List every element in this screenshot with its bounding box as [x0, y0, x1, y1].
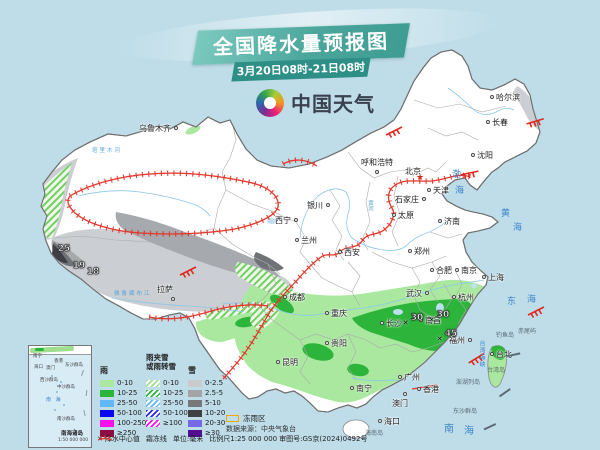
legend-row: 0-2.5 — [188, 378, 225, 388]
frost-line-legend: 霜冻线 — [97, 434, 167, 444]
inset-island-dot — [63, 404, 65, 406]
legend-swatch — [146, 389, 160, 397]
legend-label: ≥100 — [163, 419, 183, 427]
inset-boundary-dash — [83, 409, 86, 417]
legend-swatch — [188, 429, 202, 437]
legend-swatch — [188, 409, 202, 417]
center-value-label: 降水中心值 — [104, 435, 140, 443]
legend-label: 25-50 — [117, 399, 138, 407]
inset-label: 东沙群岛 — [65, 363, 83, 368]
legend-label: 20-30 — [205, 419, 226, 427]
inset-scale: 1:50 000 000 — [58, 438, 89, 443]
rivers — [77, 87, 515, 385]
coastal-front-line — [411, 384, 438, 390]
legend-row: 2.5-5 — [188, 388, 225, 398]
approval-number: 审图号:GS京(2024)0492号 — [279, 435, 368, 443]
legend-label: 5-10 — [205, 399, 221, 407]
legend-swatch — [188, 379, 202, 387]
legend-label: ≥250 — [117, 429, 137, 437]
legend-row: 100-250 — [100, 418, 146, 428]
legend-swatch — [146, 399, 160, 407]
legend-label: 25-50 — [163, 399, 184, 407]
legend-row: ≥30 — [188, 428, 225, 438]
legend-row: ≥100 — [146, 418, 188, 428]
legend-label: 50-100 — [163, 409, 188, 417]
taiwan-north-rain — [491, 345, 506, 360]
national-border — [40, 49, 541, 413]
legend-label: 0-2.5 — [205, 379, 224, 387]
inset-label: 澳门 — [46, 366, 55, 371]
legend-swatch — [146, 409, 160, 417]
legend-swatch — [100, 429, 114, 437]
legend-label: 10-25 — [163, 389, 184, 397]
legend-row: 0-10 — [146, 378, 188, 388]
legend-row: 0-10 — [100, 378, 146, 388]
legend-label: 10-25 — [117, 389, 138, 397]
inset-rain-area-heavy — [35, 348, 44, 351]
legend-swatch — [188, 389, 202, 397]
hainan-island — [342, 419, 370, 439]
inset-island-dot — [60, 381, 62, 383]
legend-row: 50-100 — [100, 408, 146, 418]
freezing-rain-box-icon — [226, 415, 239, 422]
frost-line-icon — [97, 435, 113, 441]
legend-bottom-row: ✕ 降水中心值 霜冻线 单位:毫米 比例尺1:25 000 000 审图号:GS… — [97, 434, 367, 444]
province-borders — [53, 99, 507, 385]
legend-label: 50-100 — [117, 409, 142, 417]
legend-sleet-header: 雨夹雪 或雨转雪 — [146, 353, 176, 371]
data-source: 数据来源：中央气象台 — [226, 425, 296, 433]
legend-label: 0-10 — [117, 379, 133, 387]
freezing-rain-label: 冻雨区 — [243, 414, 266, 423]
legend-swatch — [100, 419, 114, 427]
legend-swatch — [146, 379, 160, 387]
inset-island-dot — [51, 375, 53, 377]
legend-label: 100-250 — [117, 419, 147, 427]
unit-label: 单位:毫米 — [172, 435, 204, 443]
freezing-rain-legend: 冻雨区 — [226, 413, 266, 424]
legend-swatch — [188, 399, 202, 407]
legend-row: 10-20 — [188, 408, 225, 418]
inset-caption: 南海诸岛 — [61, 431, 84, 437]
legend-snow-header: 雪 — [188, 366, 196, 375]
legend-swatch — [100, 379, 114, 387]
inset-label: 南 海 — [46, 397, 63, 403]
legend-swatch — [188, 419, 202, 427]
inset-boundary-dash — [81, 370, 84, 376]
pinwheel-logo-icon — [256, 88, 284, 117]
inset-island-dot — [54, 409, 56, 411]
legend-label: 0-10 — [163, 379, 179, 387]
legend-swatch — [100, 399, 114, 407]
south-china-sea-inset: 南宁香港澳门 海口 东沙群岛西沙群岛中沙群岛南 海南沙群岛 南海诸岛 1:50 00… — [28, 345, 92, 448]
scale-approval: 比例尺1:25 000 000 审图号:GS京(2024)0492号 — [209, 434, 367, 444]
legend-row: 20-30 — [188, 418, 225, 428]
legend-row: 10-25 — [100, 388, 146, 398]
inset-label: 中沙群岛 — [57, 385, 75, 390]
legend-rain-header: 雨 — [100, 366, 108, 375]
legend: 雨 0-10 10-25 25-50 50-100 100-250 ≥250 雨夹雪 或雨… — [100, 352, 280, 442]
legend-row: 25-50 — [100, 398, 146, 408]
inset-label: 南宁 — [33, 354, 42, 359]
inset-boundary-dash — [85, 389, 88, 397]
legend-row: 50-100 — [146, 408, 188, 418]
legend-label: ≥30 — [205, 429, 220, 437]
legend-label: 10-20 — [205, 409, 226, 417]
inset-label: 海口 — [34, 365, 43, 370]
china-weather-logo: 中国天气 — [256, 88, 375, 117]
brand-name: 中国天气 — [291, 92, 375, 116]
legend-row: ≥250 — [100, 428, 146, 438]
frost-line-label: 霜冻线 — [145, 435, 167, 443]
legend-label: 2.5-5 — [205, 389, 224, 397]
legend-swatch — [100, 389, 114, 397]
inset-label: 西沙群岛 — [40, 378, 58, 383]
legend-swatch — [100, 409, 114, 417]
scale-label: 比例尺1:25 000 000 — [209, 435, 278, 443]
legend-row: 10-25 — [146, 388, 188, 398]
inset-label: 香港 — [54, 359, 63, 364]
legend-swatch — [146, 419, 160, 427]
legend-row: 25-50 — [146, 398, 188, 408]
inset-label: 南沙群岛 — [57, 417, 75, 422]
legend-row: 5-10 — [188, 398, 225, 408]
inset-island-dot — [56, 391, 58, 393]
